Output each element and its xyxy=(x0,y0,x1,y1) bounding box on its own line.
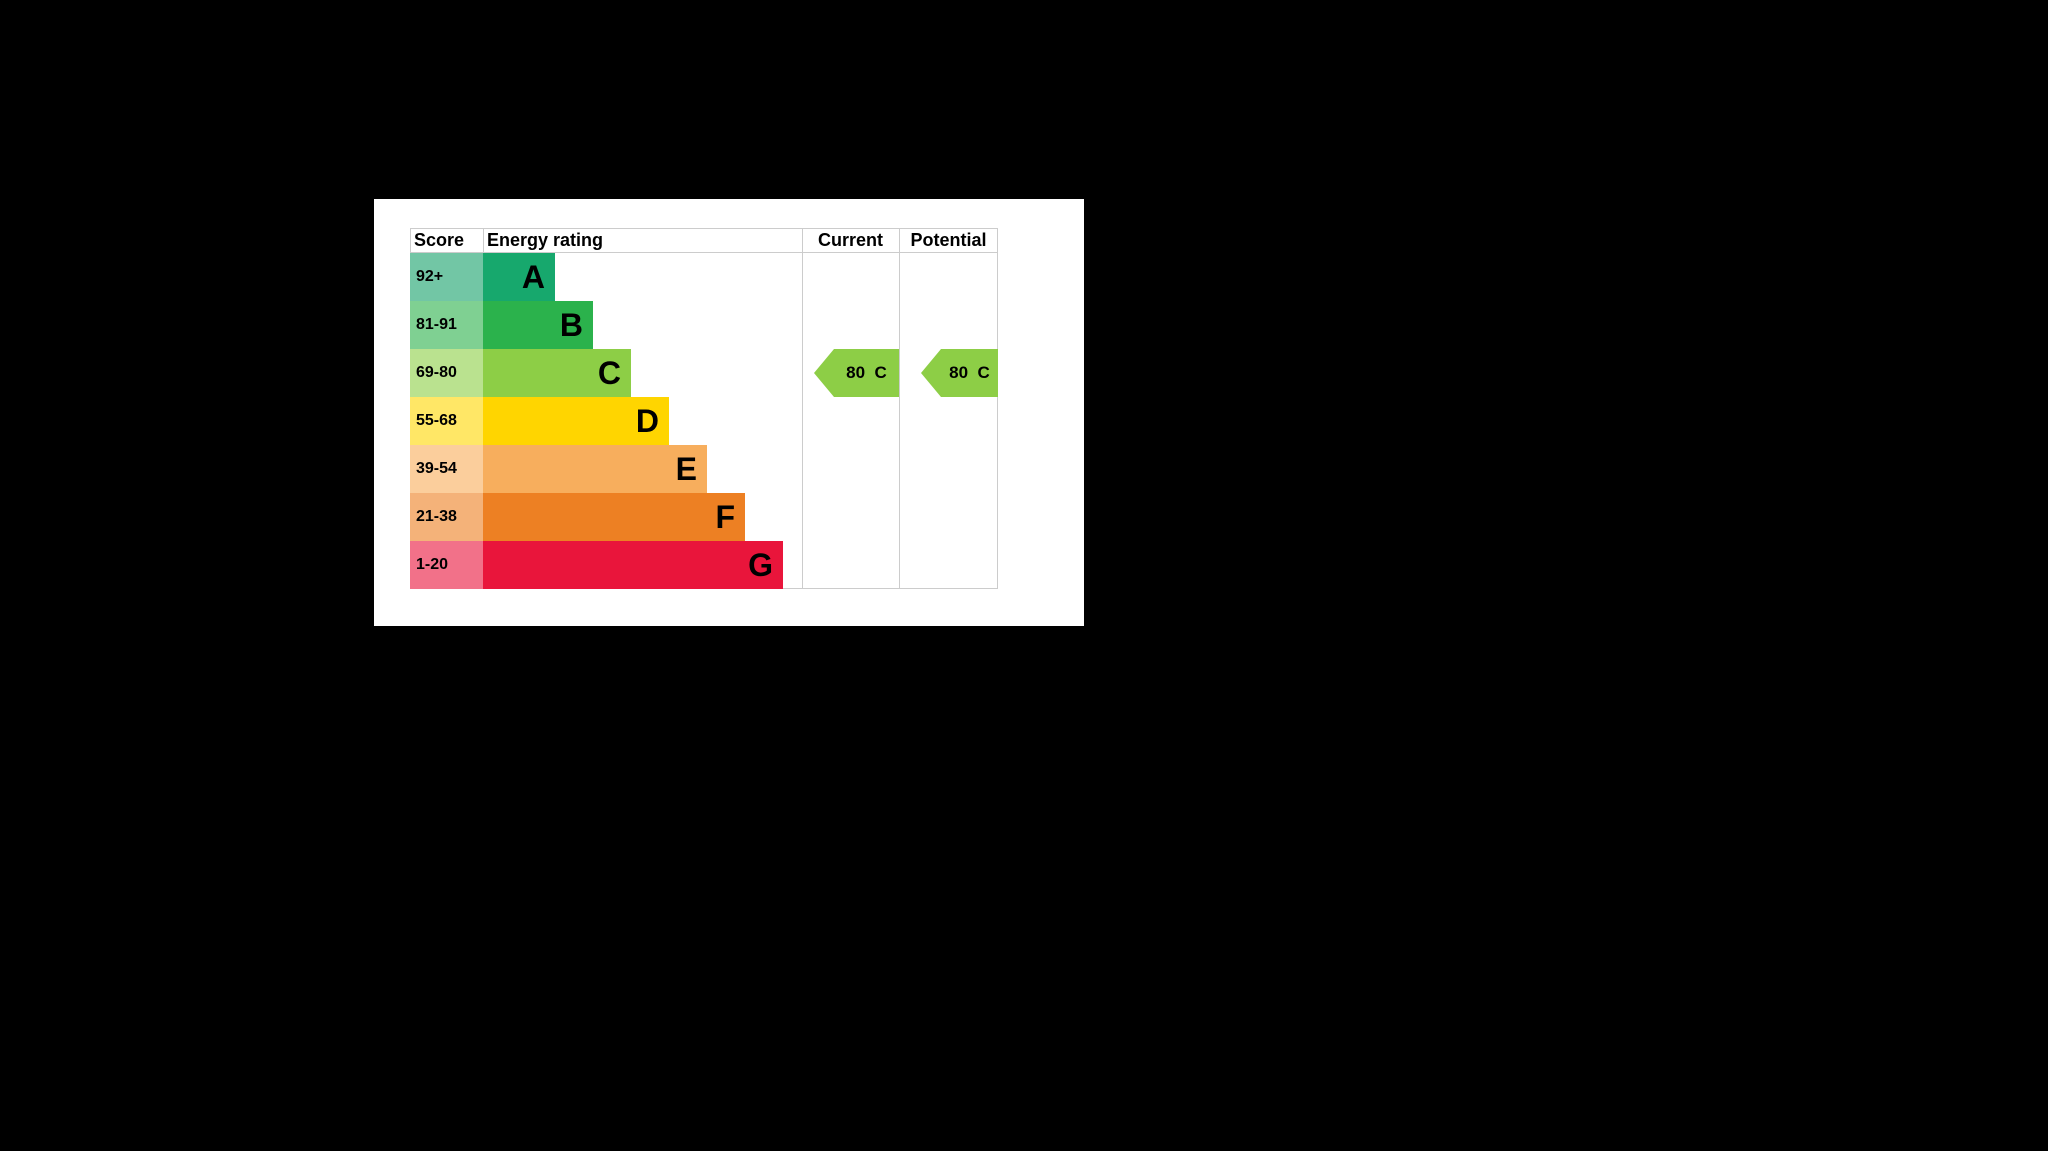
grid-line xyxy=(802,228,803,589)
arrow-tip-icon xyxy=(814,349,834,397)
epc-chart: Score Energy rating Current Potential 92… xyxy=(410,228,998,589)
score-cell: 21-38 xyxy=(410,493,483,541)
score-cell: 69-80 xyxy=(410,349,483,397)
rating-bar: C xyxy=(483,349,631,397)
rating-bar: G xyxy=(483,541,783,589)
header-rating: Energy rating xyxy=(483,228,802,253)
score-cell: 1-20 xyxy=(410,541,483,589)
score-cell: 39-54 xyxy=(410,445,483,493)
current-arrow-label: 80 C xyxy=(834,349,899,397)
score-cell: 92+ xyxy=(410,253,483,301)
header-potential: Potential xyxy=(899,228,998,253)
current-arrow: 80 C xyxy=(814,349,899,397)
rating-bar: D xyxy=(483,397,669,445)
rating-bar: E xyxy=(483,445,707,493)
header-current: Current xyxy=(802,228,899,253)
potential-arrow-label: 80 C xyxy=(941,349,998,397)
rating-bar: F xyxy=(483,493,745,541)
potential-arrow: 80 C xyxy=(921,349,998,397)
arrow-tip-icon xyxy=(921,349,941,397)
grid-line xyxy=(997,228,998,589)
rating-bar: B xyxy=(483,301,593,349)
score-cell: 55-68 xyxy=(410,397,483,445)
score-cell: 81-91 xyxy=(410,301,483,349)
grid-line xyxy=(899,228,900,589)
grid-line xyxy=(483,228,484,253)
grid-line xyxy=(410,228,998,229)
rating-bar: A xyxy=(483,253,555,301)
header-score: Score xyxy=(410,228,483,253)
epc-card: Score Energy rating Current Potential 92… xyxy=(374,199,1084,626)
